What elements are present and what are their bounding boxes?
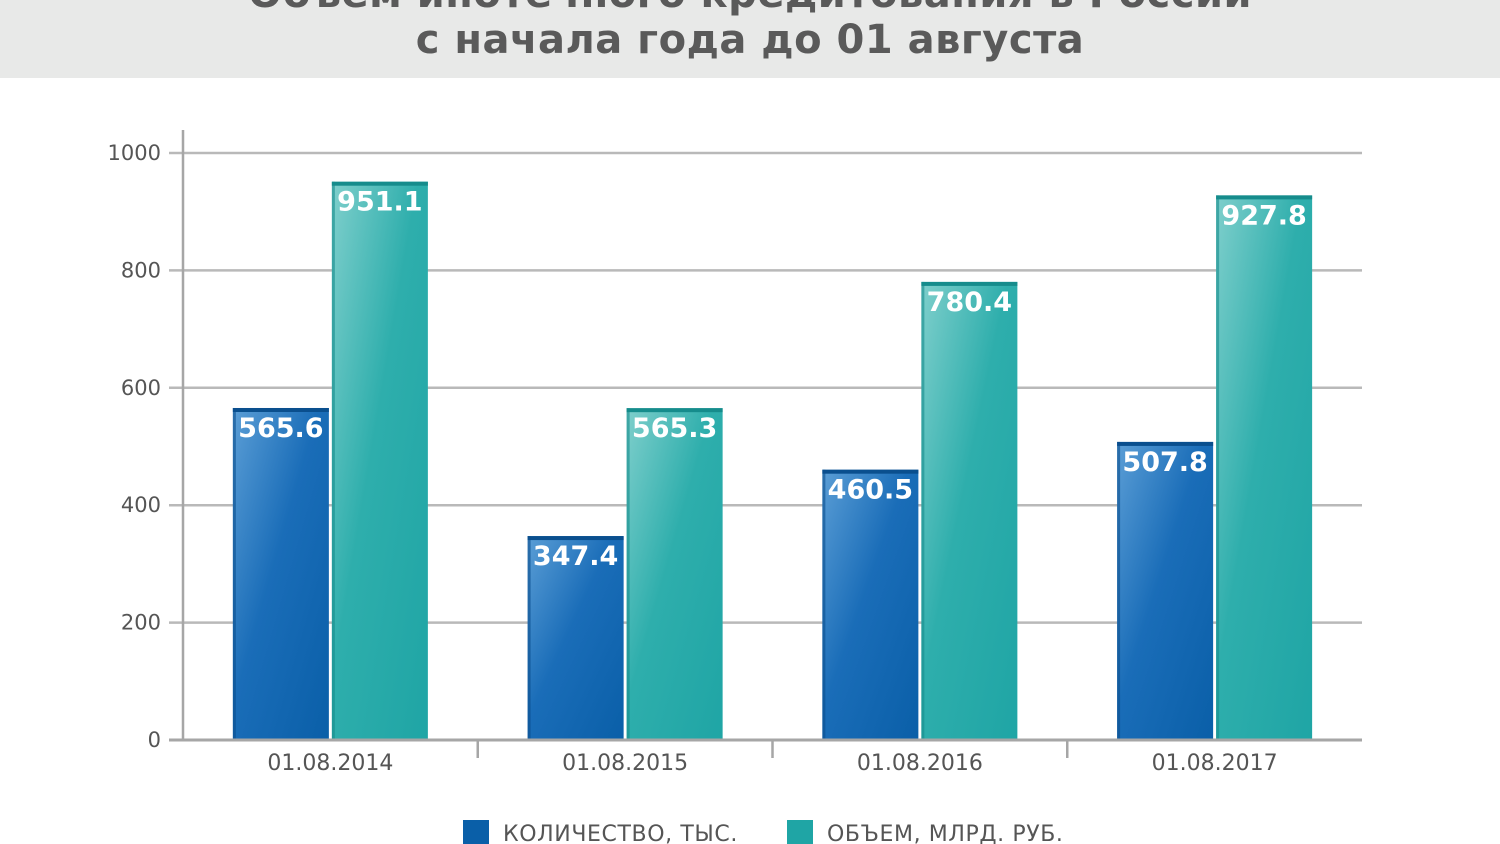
bar-top-edge [232, 407, 329, 412]
legend-swatch [787, 820, 813, 844]
x-tick-label: 01.08.2015 [562, 751, 688, 776]
chart-title-line-1: Объем ипотечного кредитования в России [0, 0, 1500, 17]
bar-left-edge [1216, 195, 1220, 740]
bar-count-01.08.2017 [1117, 441, 1214, 740]
bar-left-edge [822, 469, 826, 740]
bar-top-edge [331, 181, 428, 186]
bar-left-edge [1117, 441, 1121, 740]
data-label: 507.8 [1122, 447, 1207, 478]
x-tick-label: 01.08.2016 [857, 751, 983, 776]
y-tick-label: 1000 [108, 141, 161, 165]
y-tick-label: 200 [121, 611, 161, 635]
data-label: 780.4 [927, 287, 1012, 318]
chart-header: Объем ипотечного кредитования в России с… [0, 0, 1500, 78]
bar-top-edge [1117, 441, 1214, 446]
legend-label: ОБЪЕМ, МЛРД. РУБ. [827, 822, 1064, 844]
bar-count-01.08.2015 [527, 536, 624, 740]
bar-left-edge [626, 408, 630, 740]
axis-layer: 0 200 400 600 800 1000 01.08.2014 01.08.2015 01.… [108, 130, 1362, 776]
bar-volume-01.08.2015 [626, 408, 723, 740]
bar-top-edge [626, 408, 723, 413]
data-label: 951.1 [337, 187, 422, 218]
bars-layer [232, 181, 1313, 741]
x-tick-label: 01.08.2014 [267, 751, 393, 776]
data-label: 460.5 [828, 475, 913, 506]
bar-volume-01.08.2017 [1216, 195, 1313, 740]
data-label: 565.3 [632, 413, 717, 444]
bar-top-edge [822, 469, 919, 474]
bar-volume-01.08.2014 [331, 181, 428, 741]
bar-volume-01.08.2016 [921, 281, 1018, 740]
bar-left-edge [331, 181, 335, 741]
legend-label: КОЛИЧЕСТВО, ТЫС. [503, 822, 738, 844]
y-tick-label: 800 [121, 258, 161, 282]
legend: КОЛИЧЕСТВО, ТЫС. ОБЪЕМ, МЛРД. РУБ. [463, 820, 1064, 844]
bar-count-01.08.2014 [232, 407, 329, 740]
bar-left-edge [527, 536, 531, 740]
x-tick-label: 01.08.2017 [1152, 751, 1278, 776]
bar-top-edge [1216, 195, 1313, 200]
bar-count-01.08.2016 [822, 469, 919, 740]
bar-left-edge [232, 407, 236, 740]
y-tick-label: 400 [121, 493, 161, 517]
bar-top-edge [921, 281, 1018, 286]
bar-top-edge [527, 536, 624, 541]
data-label: 565.6 [238, 413, 323, 444]
legend-swatch [463, 820, 489, 844]
labels-layer: 565.6 951.1 347.4 565.3 460.5 780.4 507.8 927.8 [238, 187, 1307, 572]
bar-left-edge [921, 281, 925, 740]
data-label: 347.4 [533, 541, 618, 572]
chart-title-line-2: с начала года до 01 августа [415, 17, 1085, 63]
data-label: 927.8 [1221, 200, 1306, 231]
y-tick-label: 0 [148, 728, 161, 752]
y-tick-label: 600 [121, 376, 161, 400]
